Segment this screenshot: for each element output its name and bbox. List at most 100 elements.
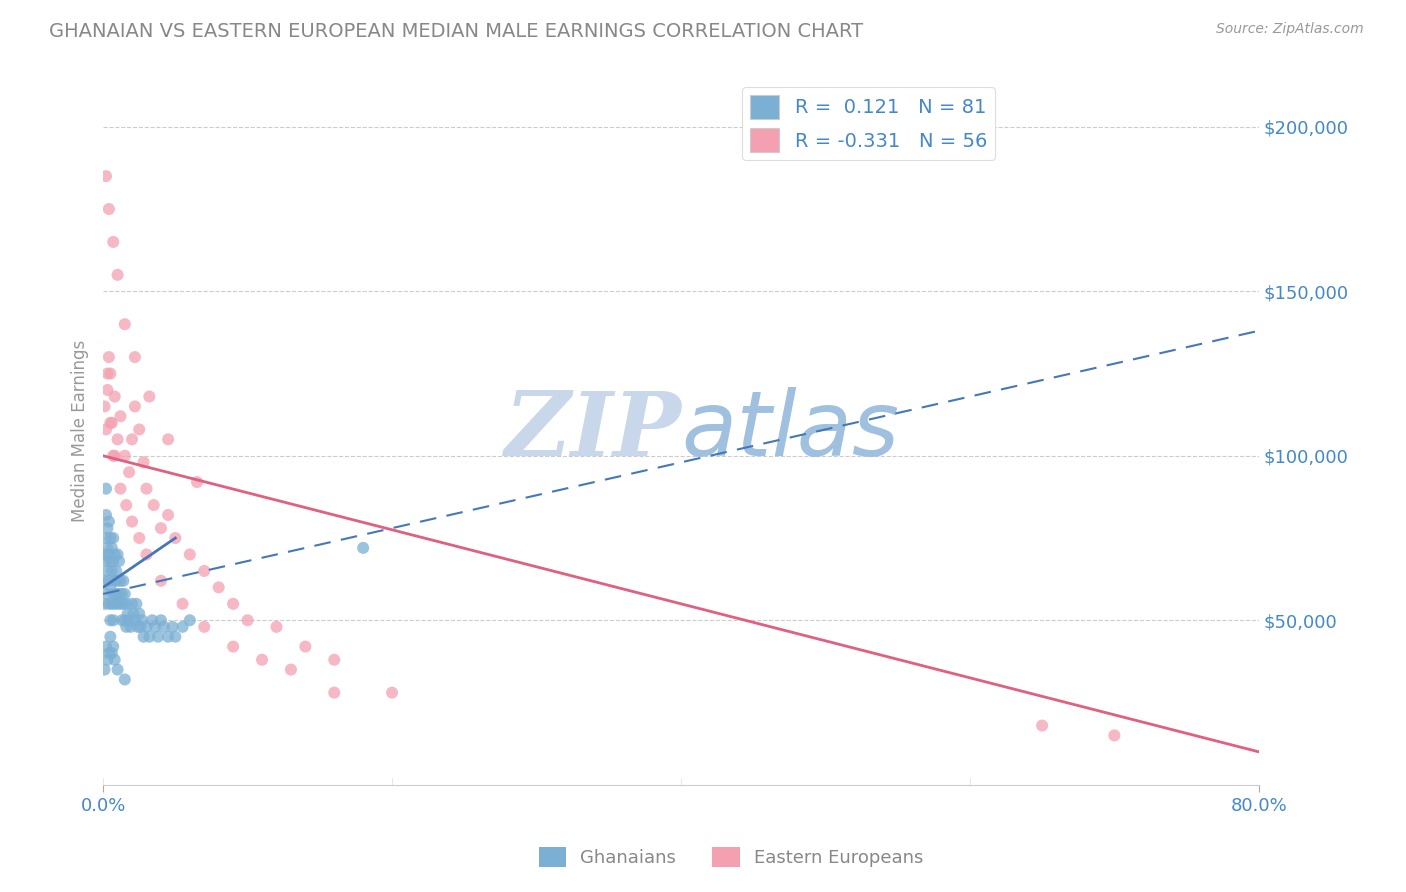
Point	[110, 482, 132, 496]
Point	[111, 613, 134, 627]
Point	[157, 508, 180, 522]
Point	[98, 630, 121, 644]
Point	[112, 574, 135, 588]
Point	[96, 653, 118, 667]
Point	[135, 548, 157, 562]
Point	[153, 620, 176, 634]
Point	[141, 613, 163, 627]
Point	[142, 498, 165, 512]
Point	[193, 564, 215, 578]
Point	[124, 613, 146, 627]
Point	[98, 531, 121, 545]
Point	[101, 416, 124, 430]
Point	[96, 541, 118, 555]
Point	[108, 587, 131, 601]
Legend: Ghanaians, Eastern Europeans: Ghanaians, Eastern Europeans	[531, 839, 931, 874]
Point	[101, 541, 124, 555]
Point	[381, 686, 404, 700]
Point	[222, 640, 245, 654]
Point	[179, 613, 201, 627]
Point	[93, 548, 115, 562]
Point	[94, 640, 117, 654]
Legend: R =  0.121   N = 81, R = -0.331   N = 56: R = 0.121 N = 81, R = -0.331 N = 56	[742, 87, 995, 160]
Point	[107, 597, 129, 611]
Point	[179, 548, 201, 562]
Point	[97, 515, 120, 529]
Point	[98, 580, 121, 594]
Point	[157, 630, 180, 644]
Point	[125, 597, 148, 611]
Point	[114, 449, 136, 463]
Point	[94, 482, 117, 496]
Point	[157, 433, 180, 447]
Point	[103, 235, 125, 249]
Point	[352, 541, 374, 555]
Point	[94, 531, 117, 545]
Point	[149, 521, 172, 535]
Point	[103, 640, 125, 654]
Point	[128, 607, 150, 621]
Point	[149, 574, 172, 588]
Point	[117, 607, 139, 621]
Point	[96, 564, 118, 578]
Point	[143, 620, 166, 634]
Point	[98, 613, 121, 627]
Point	[94, 169, 117, 183]
Point	[93, 597, 115, 611]
Point	[149, 613, 172, 627]
Point	[172, 620, 194, 634]
Point	[114, 317, 136, 331]
Point	[122, 607, 145, 621]
Text: atlas: atlas	[681, 387, 898, 475]
Point	[280, 663, 302, 677]
Point	[104, 548, 127, 562]
Point	[121, 597, 143, 611]
Point	[97, 646, 120, 660]
Point	[105, 564, 128, 578]
Point	[193, 620, 215, 634]
Point	[1104, 728, 1126, 742]
Point	[165, 531, 187, 545]
Point	[124, 400, 146, 414]
Point	[128, 531, 150, 545]
Point	[146, 630, 169, 644]
Point	[110, 409, 132, 424]
Point	[101, 564, 124, 578]
Point	[103, 613, 125, 627]
Text: Source: ZipAtlas.com: Source: ZipAtlas.com	[1216, 22, 1364, 37]
Point	[1031, 718, 1053, 732]
Point	[103, 449, 125, 463]
Point	[115, 597, 138, 611]
Point	[112, 597, 135, 611]
Point	[104, 574, 127, 588]
Point	[138, 390, 160, 404]
Point	[103, 587, 125, 601]
Point	[266, 620, 288, 634]
Point	[124, 350, 146, 364]
Point	[94, 422, 117, 436]
Point	[101, 597, 124, 611]
Point	[121, 515, 143, 529]
Point	[165, 630, 187, 644]
Point	[104, 449, 127, 463]
Point	[250, 653, 273, 667]
Point	[96, 521, 118, 535]
Point	[323, 686, 346, 700]
Point	[101, 646, 124, 660]
Point	[104, 653, 127, 667]
Point	[97, 597, 120, 611]
Point	[97, 548, 120, 562]
Point	[103, 531, 125, 545]
Point	[208, 580, 231, 594]
Point	[104, 597, 127, 611]
Point	[111, 587, 134, 601]
Point	[186, 475, 208, 489]
Point	[107, 574, 129, 588]
Point	[107, 268, 129, 282]
Point	[129, 620, 152, 634]
Point	[120, 620, 142, 634]
Point	[107, 663, 129, 677]
Point	[118, 465, 141, 479]
Point	[97, 350, 120, 364]
Point	[138, 630, 160, 644]
